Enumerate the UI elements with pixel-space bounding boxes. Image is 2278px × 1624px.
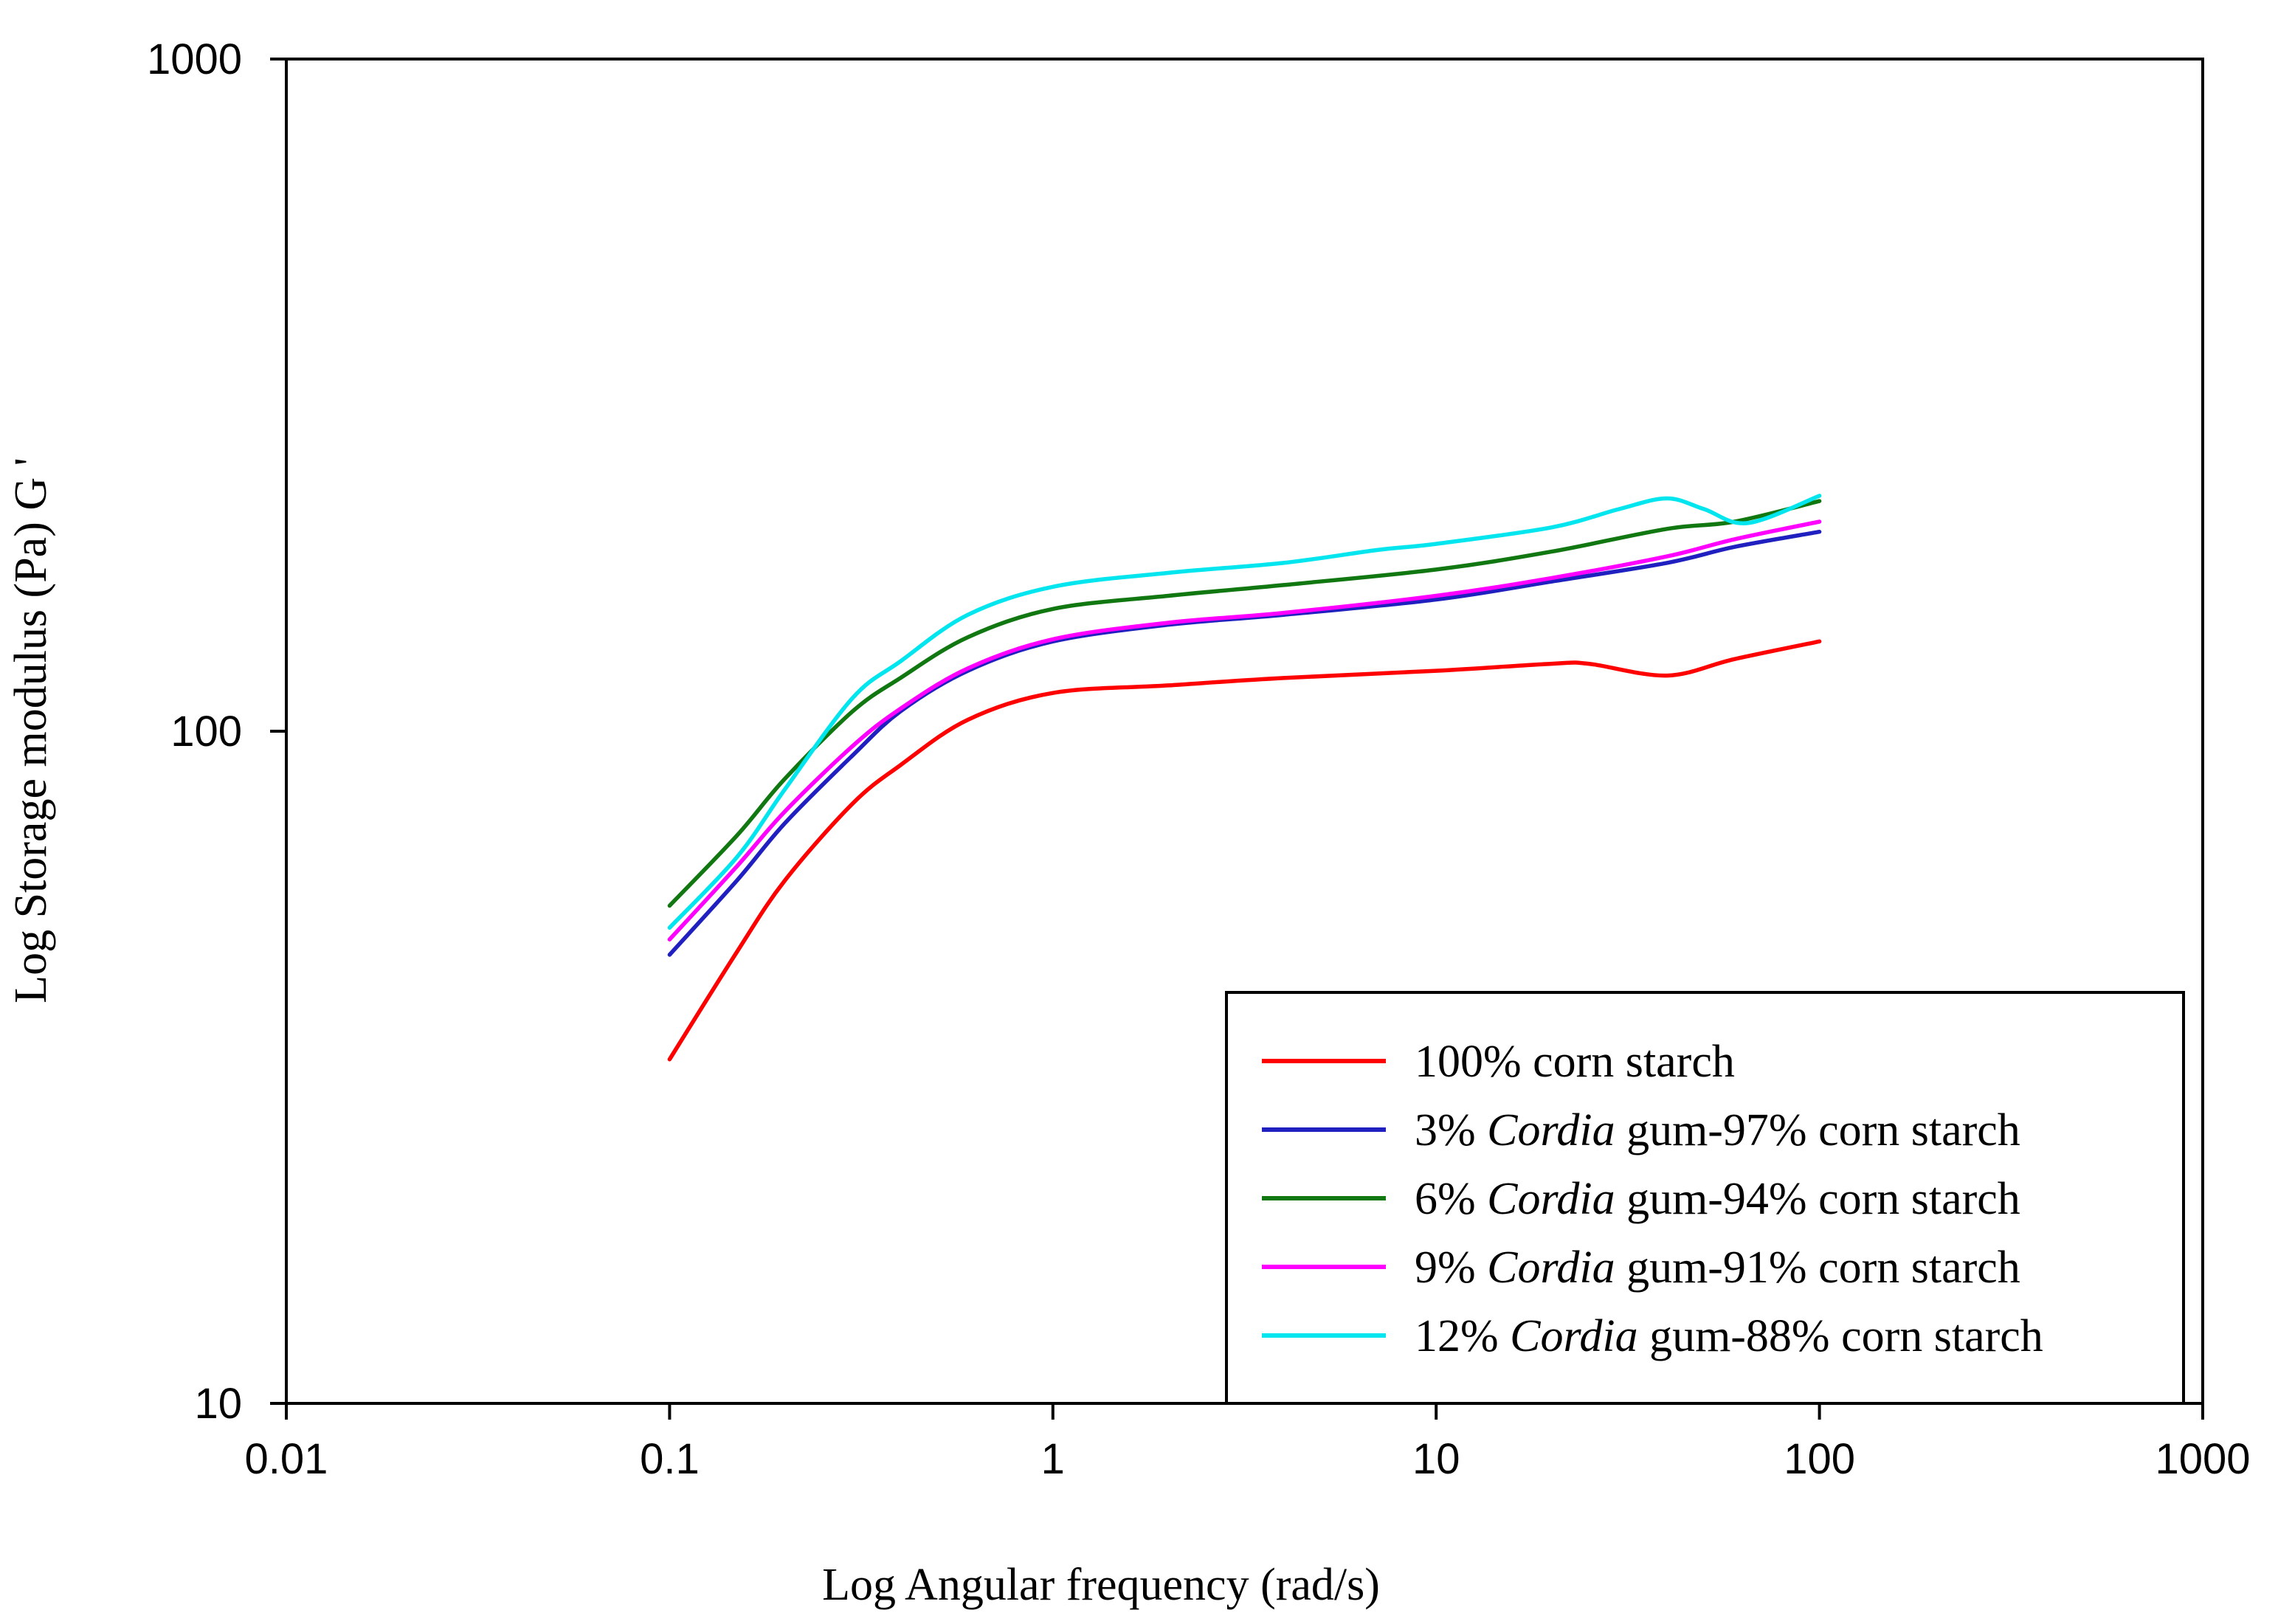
legend: 100% corn starch 3% Cordia gum-97% corn s… (1225, 991, 2185, 1405)
x-axis-title: Log Angular frequency (rad/s) (822, 1560, 1380, 1610)
y-tick-label: 1000 (147, 35, 242, 83)
x-tick-label: 10 (1412, 1435, 1460, 1483)
x-tick-label: 1000 (2155, 1435, 2250, 1483)
legend-label-2: 3% Cordia gum-97% corn starch (1415, 1105, 2020, 1155)
series-line-4 (667, 519, 1822, 941)
y-tick-label: 10 (194, 1380, 242, 1428)
series-line-3 (667, 499, 1822, 908)
series-line-2 (667, 529, 1822, 957)
y-axis-ticks: 10 100 1000 (147, 35, 286, 1428)
x-tick-label: 0.1 (640, 1435, 700, 1483)
series-lines (667, 494, 1822, 1062)
x-tick-label: 100 (1784, 1435, 1855, 1483)
x-tick-label: 1 (1041, 1435, 1065, 1483)
legend-label-4: 9% Cordia gum-91% corn starch (1415, 1243, 2020, 1293)
y-axis-title: Log Storage modulus (Pa) G ' (6, 457, 56, 1003)
legend-label-5: 12% Cordia gum-88% corn starch (1415, 1311, 2043, 1361)
series-line-1 (667, 639, 1822, 1062)
series-line-5 (667, 494, 1822, 930)
y-tick-label: 100 (170, 708, 242, 756)
legend-box (1225, 991, 2185, 1405)
legend-label-3: 6% Cordia gum-94% corn starch (1415, 1174, 2020, 1224)
x-tick-label: 0.01 (245, 1435, 328, 1483)
legend-label-1: 100% corn starch (1415, 1037, 1735, 1087)
x-axis-ticks: 0.01 0.1 1 10 100 1000 (245, 1403, 2251, 1483)
